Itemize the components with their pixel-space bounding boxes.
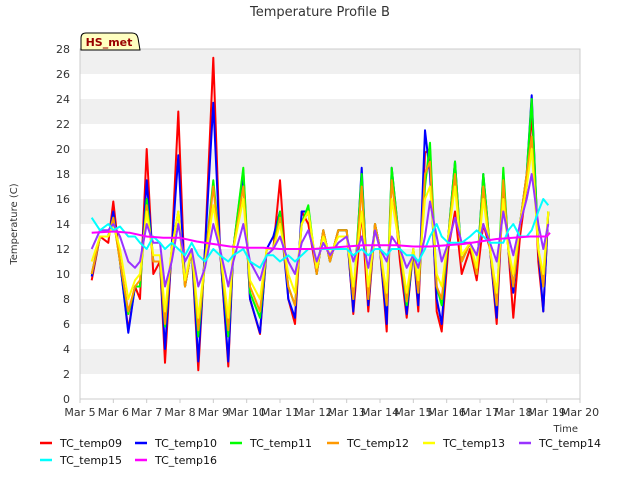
x-tick-label: Mar 20 [561, 406, 599, 419]
legend-label: TC_temp12 [346, 437, 409, 450]
grid-band [80, 224, 580, 249]
x-tick-label: Mar 11 [261, 406, 299, 419]
x-tick-label: Mar 5 [64, 406, 95, 419]
y-tick-label: 10 [56, 268, 70, 281]
x-tick-label: Mar 17 [461, 406, 499, 419]
y-tick-label: 18 [56, 168, 70, 181]
grid-band [80, 99, 580, 124]
x-tick-label: Mar 14 [361, 406, 399, 419]
x-tick-label: Mar 19 [528, 406, 566, 419]
x-tick-label: Mar 10 [228, 406, 266, 419]
y-tick-label: 24 [56, 93, 70, 106]
x-axis-label: Time [553, 424, 578, 435]
y-tick-label: 14 [56, 218, 70, 231]
grid-band [80, 324, 580, 349]
x-tick-label: Mar 13 [328, 406, 366, 419]
x-tick-label: Mar 15 [394, 406, 432, 419]
legend-label: TC_temp14 [538, 437, 601, 450]
x-tick-label: Mar 16 [428, 406, 466, 419]
legend-label: TC_temp09 [59, 437, 122, 450]
y-tick-label: 6 [63, 318, 70, 331]
y-tick-label: 26 [56, 68, 70, 81]
grid-band [80, 199, 580, 224]
grid-band [80, 74, 580, 99]
x-tick-label: Mar 12 [294, 406, 332, 419]
legend-label: TC_temp15 [59, 454, 122, 467]
y-tick-label: 8 [63, 293, 70, 306]
grid-band [80, 299, 580, 324]
grid-band [80, 149, 580, 174]
x-tick-label: Mar 9 [198, 406, 229, 419]
grid-band [80, 124, 580, 149]
y-tick-label: 16 [56, 193, 70, 206]
y-tick-label: 12 [56, 243, 70, 256]
grid-band [80, 274, 580, 299]
legend-label: TC_temp16 [154, 454, 217, 467]
annotation-text: HS_met [86, 36, 133, 49]
grid-band [80, 49, 580, 74]
legend-label: TC_temp10 [154, 437, 217, 450]
y-tick-label: 22 [56, 118, 70, 131]
series-line-TC_temp16 [91, 230, 551, 250]
y-axis-label: Temperature (C) [9, 183, 20, 265]
y-tick-label: 28 [56, 43, 70, 56]
grid-band [80, 374, 580, 399]
series-line-TC_temp15 [90, 198, 550, 269]
plot-frame [79, 48, 581, 400]
series-lines [90, 56, 551, 372]
x-tick-label: Mar 18 [494, 406, 532, 419]
legend-label: TC_temp11 [249, 437, 312, 450]
x-tick-label: Mar 7 [131, 406, 162, 419]
legend: TC_temp09 TC_temp10 TC_temp11 TC_temp12 TC_t… [40, 437, 601, 467]
annotation-badge: HS_met [80, 32, 141, 51]
y-tick-label: 20 [56, 143, 70, 156]
x-tick-label: Mar 8 [164, 406, 195, 419]
y-tick-label: 4 [63, 343, 70, 356]
legend-label: TC_temp13 [442, 437, 505, 450]
grid-band [80, 174, 580, 199]
grid-band [80, 349, 580, 374]
y-tick-label: 0 [63, 393, 70, 406]
y-tick-label: 2 [63, 368, 70, 381]
x-tick-label: Mar 6 [98, 406, 129, 419]
chart-title: Temperature Profile B [249, 5, 390, 20]
